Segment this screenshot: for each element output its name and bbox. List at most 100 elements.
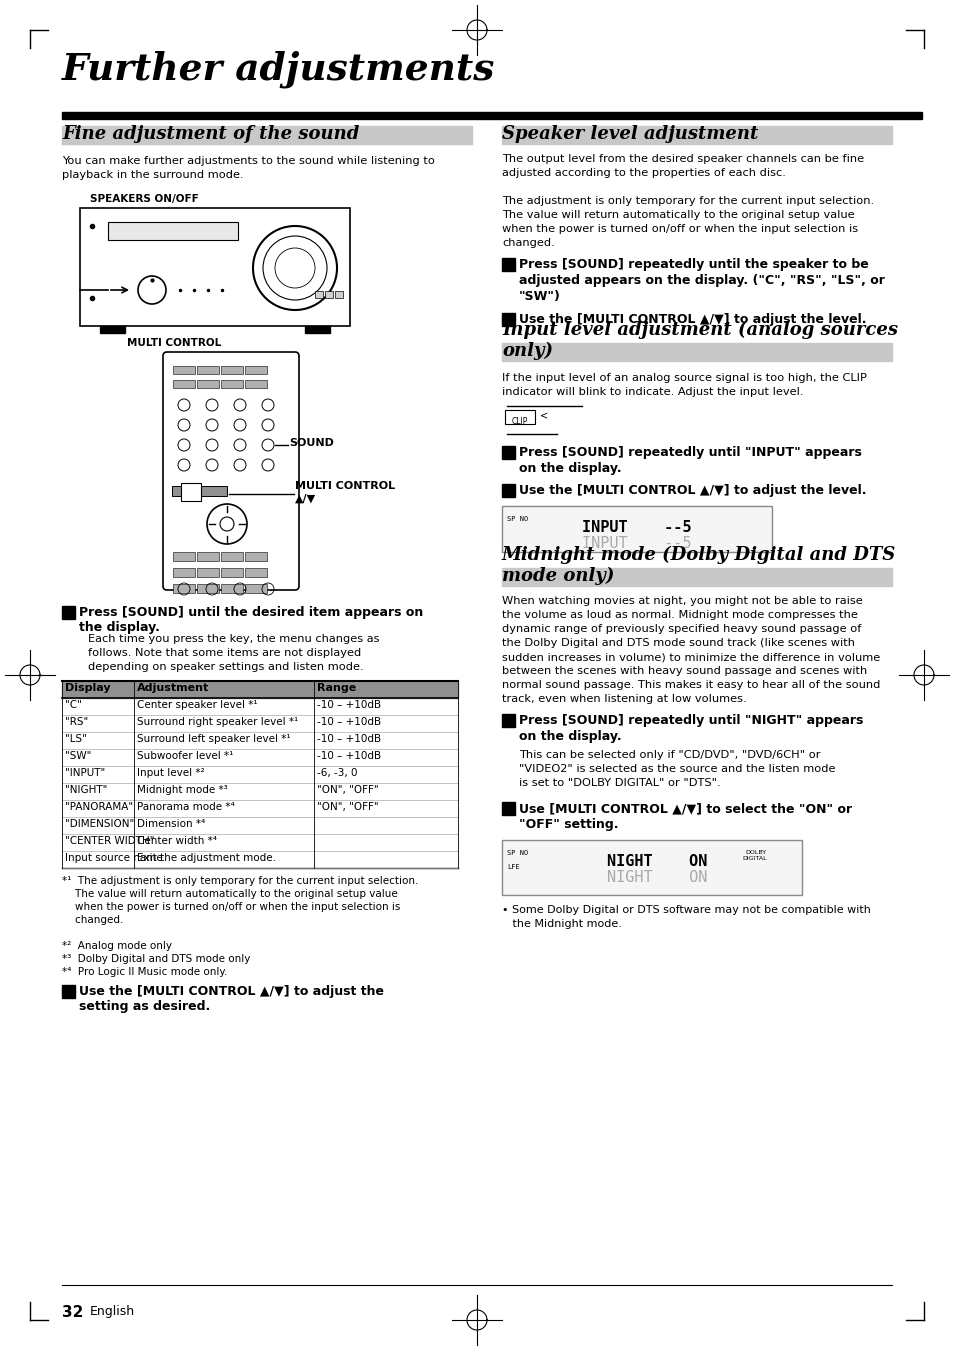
Text: Adjustment: Adjustment (137, 683, 209, 693)
Bar (501, 840, 801, 895)
Text: adjusted appears on the display. ("C", "RS", "LS", or: adjusted appears on the display. ("C", "… (518, 274, 884, 288)
Text: LFE: LFE (506, 864, 519, 869)
Text: Input level *²: Input level *² (137, 768, 204, 778)
Text: *²  Analog mode only: *² Analog mode only (62, 941, 172, 950)
Text: English: English (90, 1305, 135, 1318)
Text: Center speaker level *¹: Center speaker level *¹ (137, 701, 257, 710)
Bar (172, 379, 194, 387)
Text: between the scenes with heavy sound passage and scenes with: between the scenes with heavy sound pass… (501, 666, 866, 676)
Bar (245, 366, 267, 374)
Text: 1: 1 (504, 437, 512, 447)
Text: track, even when listening at low volumes.: track, even when listening at low volume… (501, 694, 746, 703)
Bar (196, 552, 219, 562)
Bar (501, 258, 515, 271)
Text: normal sound passage. This makes it easy to hear all of the sound: normal sound passage. This makes it easy… (501, 680, 880, 690)
Bar (172, 585, 194, 593)
Bar (221, 568, 243, 576)
Text: ▲/▼: ▲/▼ (294, 494, 315, 504)
Text: on the display.: on the display. (518, 730, 621, 742)
Bar (501, 802, 515, 815)
Text: on the display.: on the display. (518, 462, 621, 475)
Text: is set to "DOLBY DIGITAL" or "DTS".: is set to "DOLBY DIGITAL" or "DTS". (518, 778, 720, 788)
Text: indicator will blink to indicate. Adjust the input level.: indicator will blink to indicate. Adjust… (501, 387, 802, 397)
Text: DOLBY
DIGITAL: DOLBY DIGITAL (741, 850, 766, 861)
Text: 1: 1 (504, 705, 512, 716)
Text: "LS": "LS" (65, 734, 87, 744)
Bar (501, 568, 891, 586)
Text: Use the [MULTI CONTROL ▲/▼] to adjust the level.: Use the [MULTI CONTROL ▲/▼] to adjust th… (518, 485, 865, 497)
Text: Fine adjustment of the sound: Fine adjustment of the sound (62, 126, 359, 143)
Text: Center width *⁴: Center width *⁴ (137, 836, 216, 846)
FancyBboxPatch shape (163, 352, 298, 590)
Text: SPEAKERS ON/OFF: SPEAKERS ON/OFF (90, 194, 198, 204)
Text: You can make further adjustments to the sound while listening to
playback in the: You can make further adjustments to the … (62, 157, 435, 180)
Text: Press [SOUND] repeatedly until the speaker to be: Press [SOUND] repeatedly until the speak… (518, 258, 868, 271)
Bar (221, 552, 243, 562)
Bar (501, 343, 891, 360)
Text: dynamic range of previously specified heavy sound passage of: dynamic range of previously specified he… (501, 624, 861, 634)
Text: 2: 2 (504, 304, 512, 315)
Text: 2: 2 (504, 475, 512, 485)
Text: Use the [MULTI CONTROL ▲/▼] to adjust the level.: Use the [MULTI CONTROL ▲/▼] to adjust th… (518, 313, 865, 325)
Text: changed.: changed. (501, 238, 554, 248)
Text: "OFF" setting.: "OFF" setting. (518, 818, 618, 832)
Text: -10 – +10dB: -10 – +10dB (316, 701, 381, 710)
Text: "VIDEO2" is selected as the source and the listen mode: "VIDEO2" is selected as the source and t… (518, 764, 835, 774)
Bar (501, 313, 515, 325)
Text: changed.: changed. (62, 915, 123, 925)
Text: the Midnight mode.: the Midnight mode. (501, 919, 621, 929)
Text: *³  Dolby Digital and DTS mode only: *³ Dolby Digital and DTS mode only (62, 954, 250, 964)
Text: NIGHT    ON: NIGHT ON (606, 855, 706, 869)
Bar (62, 986, 75, 998)
Text: The adjustment is only temporary for the current input selection.: The adjustment is only temporary for the… (501, 196, 873, 207)
Bar (501, 714, 515, 728)
Text: "ON", "OFF": "ON", "OFF" (316, 802, 378, 811)
Text: "SW"): "SW") (518, 290, 560, 302)
Bar (504, 410, 535, 424)
Text: Input level adjustment (analog sources
only): Input level adjustment (analog sources o… (501, 321, 897, 360)
Bar (245, 379, 267, 387)
Bar (314, 292, 323, 298)
Text: Input source name: Input source name (65, 853, 163, 863)
Text: "INPUT": "INPUT" (65, 768, 105, 778)
Text: "CENTER WIDTH": "CENTER WIDTH" (65, 836, 154, 846)
Text: -10 – +10dB: -10 – +10dB (316, 717, 381, 728)
Text: When watching movies at night, you might not be able to raise: When watching movies at night, you might… (501, 595, 862, 606)
Text: 32: 32 (62, 1305, 83, 1320)
Text: Speaker level adjustment: Speaker level adjustment (501, 126, 758, 143)
Text: Surround right speaker level *¹: Surround right speaker level *¹ (137, 717, 298, 728)
Text: "NIGHT": "NIGHT" (65, 784, 108, 795)
Bar (501, 485, 515, 497)
Text: "RS": "RS" (65, 717, 89, 728)
Text: Further adjustments: Further adjustments (62, 50, 495, 88)
Bar (221, 366, 243, 374)
Text: If the input level of an analog source signal is too high, the CLIP: If the input level of an analog source s… (501, 373, 866, 383)
Text: MULTI CONTROL: MULTI CONTROL (294, 481, 395, 491)
Text: Each time you press the key, the menu changes as
follows. Note that some items a: Each time you press the key, the menu ch… (88, 634, 379, 672)
Bar (172, 568, 194, 576)
Text: Midnight mode (Dolby Digital and DTS
mode only): Midnight mode (Dolby Digital and DTS mod… (501, 545, 895, 585)
Text: Midnight mode *³: Midnight mode *³ (137, 784, 228, 795)
Bar (108, 221, 237, 240)
Text: 1: 1 (504, 248, 512, 259)
Bar (62, 112, 921, 119)
Text: Exit the adjustment mode.: Exit the adjustment mode. (137, 853, 275, 863)
Bar (325, 292, 333, 298)
Text: 2: 2 (504, 792, 512, 803)
Text: Range: Range (316, 683, 355, 693)
Text: CLIP: CLIP (511, 417, 528, 427)
Bar (305, 325, 330, 333)
Text: sudden increases in volume) to minimize the difference in volume: sudden increases in volume) to minimize … (501, 652, 880, 662)
Text: *⁴  Pro Logic II Music mode only.: *⁴ Pro Logic II Music mode only. (62, 967, 227, 977)
Bar (221, 585, 243, 593)
Text: Surround left speaker level *¹: Surround left speaker level *¹ (137, 734, 291, 744)
Bar (501, 126, 891, 144)
Text: 1: 1 (65, 597, 72, 608)
Text: "DIMENSION": "DIMENSION" (65, 819, 134, 829)
Bar (80, 208, 350, 325)
Bar (501, 446, 515, 459)
Bar (196, 379, 219, 387)
Text: when the power is turned on/off or when the input selection is: when the power is turned on/off or when … (501, 224, 858, 234)
Text: the Dolby Digital and DTS mode sound track (like scenes with: the Dolby Digital and DTS mode sound tra… (501, 639, 854, 648)
Text: SP NO: SP NO (506, 850, 528, 856)
